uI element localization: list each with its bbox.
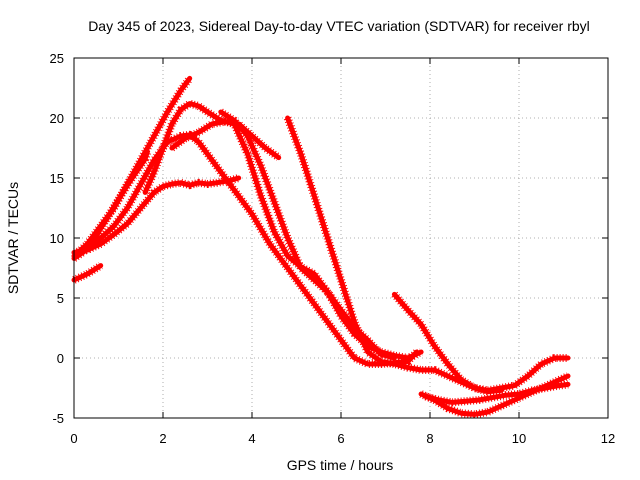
y-tick-label: 20	[50, 111, 64, 126]
series-markers-track-9	[283, 116, 502, 396]
x-tick-label: 6	[337, 431, 344, 446]
axis-ticks: 0 2 4 6 8 10 12 -5 0 5 10 15 20 25	[50, 51, 616, 446]
series-line-track-12	[423, 381, 571, 405]
grid-lines	[74, 58, 608, 418]
y-tick-label: 10	[50, 231, 64, 246]
y-tick-label: -5	[52, 411, 64, 426]
series-line-track-5	[84, 132, 420, 367]
series-line-track-3	[71, 263, 104, 283]
series-markers-track-2	[71, 150, 152, 262]
series-line-track-8	[218, 109, 424, 361]
x-axis-label: GPS time / hours	[287, 457, 394, 473]
x-tick-label: 10	[512, 431, 526, 446]
series-markers-track-4	[73, 174, 240, 257]
y-tick-label: 25	[50, 51, 64, 66]
y-axis-label: SDTVAR / TECUs	[5, 182, 21, 294]
y-tick-label: 5	[57, 291, 64, 306]
series-markers-track-7	[169, 117, 282, 161]
chart-title: Day 345 of 2023, Sidereal Day-to-day VTE…	[88, 18, 590, 34]
x-tick-label: 0	[70, 431, 77, 446]
series-layer	[71, 75, 571, 419]
x-tick-label: 12	[601, 431, 615, 446]
x-tick-label: 4	[248, 431, 255, 446]
x-tick-label: 8	[426, 431, 433, 446]
x-tick-label: 2	[159, 431, 166, 446]
y-tick-label: 0	[57, 351, 64, 366]
series-markers-track-6	[141, 99, 396, 362]
y-tick-label: 15	[50, 171, 64, 186]
series-line-track-10	[391, 291, 571, 393]
